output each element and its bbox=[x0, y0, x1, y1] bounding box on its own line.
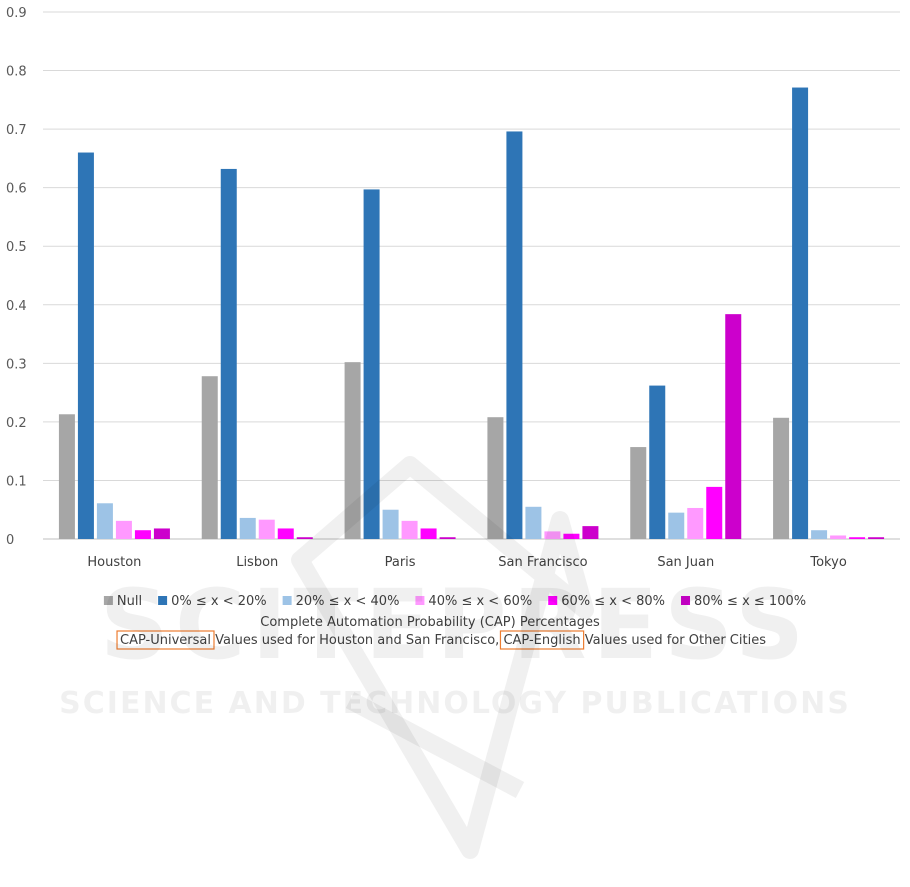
x-tick-label: Houston bbox=[87, 555, 141, 570]
legend-item: 80% ≤ x ≤ 100% bbox=[681, 594, 806, 609]
bar bbox=[868, 537, 885, 539]
legend: Null 0% ≤ x < 20% 20% ≤ x < 40% 40% ≤ x < 6… bbox=[103, 594, 806, 609]
note-text: CAP-Universal Values used for Houston an… bbox=[120, 633, 766, 648]
bar bbox=[668, 512, 685, 539]
note-cap-universal: CAP-Universal bbox=[120, 633, 211, 648]
bar bbox=[239, 517, 256, 539]
legend-swatch bbox=[158, 596, 168, 605]
bar bbox=[77, 152, 94, 540]
highlight-box bbox=[499, 630, 585, 650]
bar bbox=[296, 537, 313, 539]
y-tick-label: 0.3 bbox=[6, 357, 27, 372]
bar bbox=[344, 362, 361, 539]
bar-series bbox=[58, 87, 885, 540]
highlight-box bbox=[116, 630, 215, 650]
bar bbox=[363, 189, 380, 539]
note-cap-english: CAP-English bbox=[503, 633, 580, 648]
y-tick-label: 0.1 bbox=[6, 474, 27, 489]
bar bbox=[687, 507, 704, 539]
y-axis-tick-labels: 0 0.1 0.2 0.3 0.4 0.5 0.6 0.7 0.8 0.9 bbox=[6, 6, 27, 548]
legend-item: 40% ≤ x < 60% bbox=[415, 594, 532, 609]
bar bbox=[382, 509, 399, 539]
x-tick-label: San Juan bbox=[657, 555, 714, 570]
bar bbox=[277, 528, 294, 539]
bar bbox=[725, 314, 742, 539]
y-tick-label: 0.2 bbox=[6, 416, 27, 431]
bar bbox=[706, 486, 723, 539]
bar bbox=[649, 385, 666, 539]
bar bbox=[544, 531, 561, 539]
x-axis-tick-labels: Houston Lisbon Paris San Francisco San Juan T… bbox=[87, 555, 846, 570]
legend-swatch bbox=[548, 596, 558, 605]
legend-label: 0% ≤ x < 20% bbox=[171, 594, 267, 609]
y-tick-label: 0.9 bbox=[6, 6, 27, 21]
bar bbox=[563, 533, 580, 539]
y-tick-label: 0.6 bbox=[6, 182, 27, 197]
bar bbox=[134, 530, 151, 539]
watermark-subtitle: SCIENCE AND TECHNOLOGY PUBLICATIONS bbox=[59, 686, 851, 721]
bar bbox=[849, 537, 866, 539]
legend-swatch bbox=[415, 596, 425, 605]
note-text-part-4: Values used for Other Cities bbox=[581, 633, 767, 648]
bar bbox=[487, 417, 504, 539]
gridlines bbox=[43, 11, 900, 540]
bar bbox=[420, 528, 437, 539]
legend-label: 20% ≤ x < 40% bbox=[296, 594, 400, 609]
x-axis-label: Complete Automation Probability (CAP) Pe… bbox=[260, 615, 600, 630]
bar bbox=[792, 87, 809, 539]
bar bbox=[525, 506, 542, 539]
bar bbox=[115, 520, 132, 539]
legend-swatch bbox=[103, 596, 113, 605]
y-tick-label: 0.8 bbox=[6, 65, 27, 80]
legend-item: 0% ≤ x < 20% bbox=[158, 594, 267, 609]
bar-chart: 0 0.1 0.2 0.3 0.4 0.5 0.6 0.7 0.8 0.9 Houston Lisb… bbox=[6, 6, 900, 650]
bar bbox=[96, 503, 113, 539]
legend-item: Null bbox=[103, 594, 142, 609]
legend-label: 40% ≤ x < 60% bbox=[428, 594, 532, 609]
y-tick-label: 0.5 bbox=[6, 240, 27, 255]
bar bbox=[811, 530, 828, 539]
bar bbox=[401, 520, 418, 539]
x-tick-label: Paris bbox=[385, 555, 416, 570]
bar bbox=[58, 414, 75, 539]
bar bbox=[506, 131, 523, 539]
highlight-boxes bbox=[116, 630, 585, 650]
bar bbox=[258, 519, 275, 539]
bar bbox=[773, 417, 790, 539]
bar bbox=[830, 535, 847, 539]
legend-label: 80% ≤ x ≤ 100% bbox=[694, 594, 806, 609]
legend-label: Null bbox=[117, 594, 142, 609]
bar bbox=[220, 168, 237, 539]
note-text-part-2: Values used for Houston and San Francisc… bbox=[211, 633, 503, 648]
x-tick-label: Lisbon bbox=[236, 555, 278, 570]
legend-item: 20% ≤ x < 40% bbox=[282, 594, 400, 609]
legend-swatch bbox=[282, 596, 292, 605]
y-tick-label: 0.7 bbox=[6, 123, 27, 138]
x-tick-label: San Francisco bbox=[498, 555, 587, 570]
bar bbox=[201, 376, 218, 539]
x-tick-label: Tokyo bbox=[809, 555, 846, 570]
bar bbox=[439, 537, 456, 539]
bar bbox=[153, 528, 170, 539]
y-tick-label: 0.4 bbox=[6, 299, 27, 314]
cities-note: CAP-Universal Values used for Houston an… bbox=[116, 630, 766, 650]
legend-label: 60% ≤ x < 80% bbox=[561, 594, 665, 609]
bar bbox=[630, 447, 647, 539]
bar bbox=[582, 526, 599, 539]
y-tick-label: 0 bbox=[6, 533, 14, 548]
legend-item: 60% ≤ x < 80% bbox=[548, 594, 665, 609]
legend-swatch bbox=[681, 596, 691, 605]
